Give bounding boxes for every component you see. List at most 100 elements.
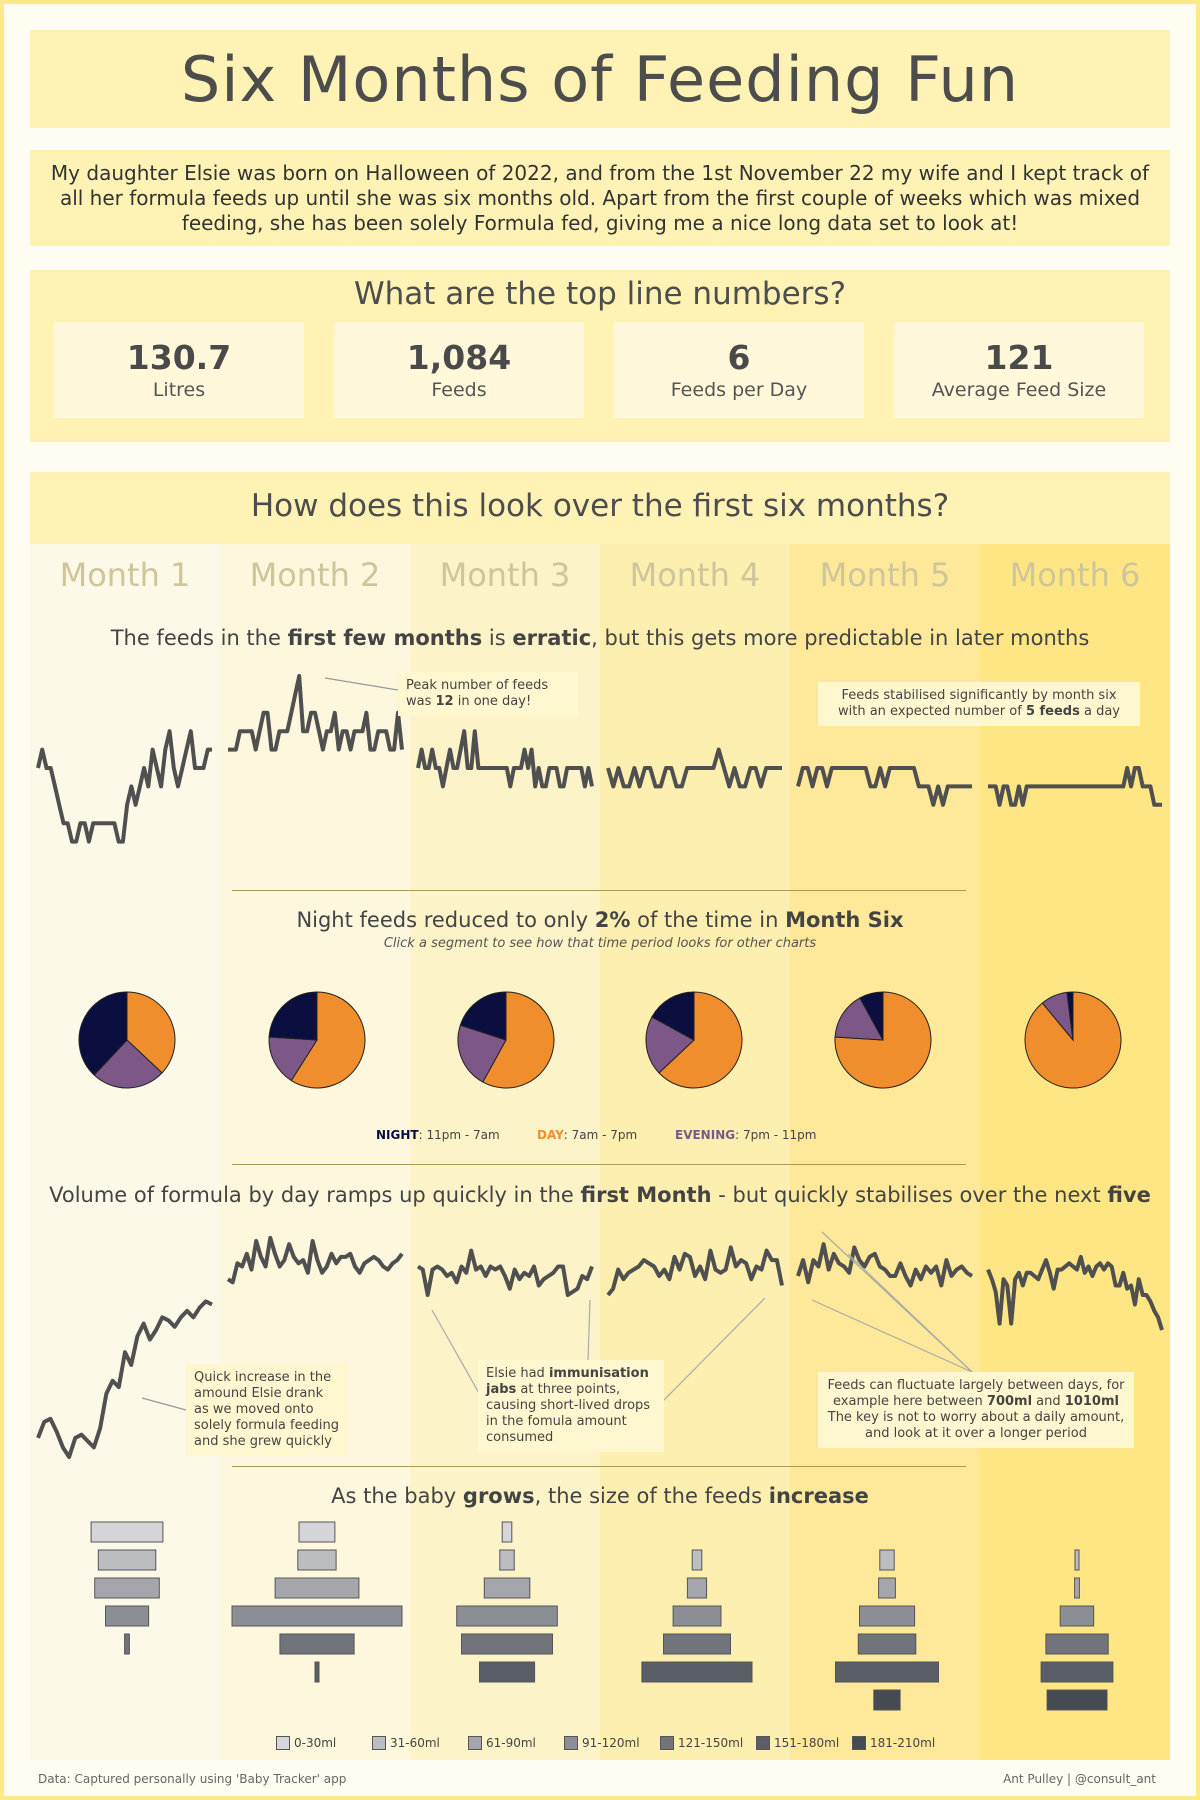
month-label: Month 5 xyxy=(819,556,951,594)
size-legend-item[interactable]: 151-180ml xyxy=(756,1736,839,1750)
pie-slice[interactable] xyxy=(78,991,128,1076)
size-legend-item[interactable]: 31-60ml xyxy=(372,1736,440,1750)
kpi-feeds-per-day[interactable]: 6 Feeds per Day xyxy=(614,322,864,418)
feed-size-bar xyxy=(1074,1549,1080,1571)
daily-volume-line xyxy=(796,1242,974,1288)
feed-size-bar xyxy=(1046,1689,1108,1711)
kpi-feeds[interactable]: 1,084 Feeds xyxy=(334,322,584,418)
feed-size-bar xyxy=(124,1633,130,1655)
feed-size-bar xyxy=(859,1605,916,1627)
feed-size-bar xyxy=(1040,1661,1114,1683)
annotation-stabilised: Feeds stabilised significantly by month … xyxy=(818,682,1140,726)
legend-swatch xyxy=(276,1736,290,1750)
annotation-connector xyxy=(431,1309,485,1403)
kpi-value: 6 xyxy=(727,338,751,377)
feeds-per-day-line xyxy=(796,766,972,807)
daily-volume-line xyxy=(606,1245,784,1297)
pie-slice[interactable] xyxy=(268,1036,318,1082)
pie-slice[interactable] xyxy=(457,1024,507,1083)
legend-swatch xyxy=(372,1736,386,1750)
kpi-litres[interactable]: 130.7 Litres xyxy=(54,322,304,418)
pie-slice[interactable] xyxy=(93,1039,163,1089)
pie-slice[interactable] xyxy=(658,991,743,1089)
daily-volume-line xyxy=(226,1235,404,1285)
feed-size-bar xyxy=(97,1549,157,1571)
annotation-connector xyxy=(811,1299,973,1373)
size-legend-item[interactable]: 61-90ml xyxy=(468,1736,536,1750)
feed-size-bar xyxy=(499,1549,515,1571)
feed-size-bar xyxy=(314,1661,320,1683)
intro-text: My daughter Elsie was born on Halloween … xyxy=(30,150,1170,246)
daily-volume-line xyxy=(416,1248,594,1297)
section-divider xyxy=(232,1164,966,1165)
pie-slice[interactable] xyxy=(859,991,884,1041)
month-label: Month 3 xyxy=(439,556,571,594)
size-legend-item[interactable]: 0-30ml xyxy=(276,1736,336,1750)
pie-slice[interactable] xyxy=(126,991,176,1074)
feed-size-bar xyxy=(691,1549,703,1571)
feeds-per-day-line xyxy=(228,674,404,752)
annotation-connector xyxy=(141,1397,187,1411)
kpi-label: Feeds xyxy=(431,379,487,401)
feed-size-bar xyxy=(878,1577,896,1599)
pie-slice[interactable] xyxy=(645,1016,695,1074)
annotation-quick-increase: Quick increase in the amound Elsie drank… xyxy=(186,1364,348,1456)
feed-size-bar xyxy=(94,1577,160,1599)
size-legend-item[interactable]: 91-120ml xyxy=(564,1736,640,1750)
legend-swatch xyxy=(468,1736,482,1750)
volume-section-title: Volume of formula by day ramps up quickl… xyxy=(49,1183,1151,1207)
kpi-value: 1,084 xyxy=(406,338,512,377)
annotation-fluctuation: Feeds can fluctuate largely between days… xyxy=(818,1372,1134,1448)
pie-slice[interactable] xyxy=(1066,991,1074,1041)
annotation-connector xyxy=(324,677,399,691)
kpi-average-feed-size[interactable]: 121 Average Feed Size xyxy=(894,322,1144,418)
pie-slice[interactable] xyxy=(651,991,695,1041)
annotation-peak-feeds: Peak number of feeds was 12 in one day! xyxy=(398,672,578,716)
kpi-label: Average Feed Size xyxy=(931,379,1107,401)
legend-swatch xyxy=(756,1736,770,1750)
pie-slice[interactable] xyxy=(268,991,318,1041)
feeds-per-day-line xyxy=(606,747,782,789)
kpi-panel: What are the top line numbers? 130.7 Lit… xyxy=(30,270,1170,442)
feeds-section-title: The feeds in the first few months is err… xyxy=(110,626,1090,650)
feed-size-bar xyxy=(686,1577,708,1599)
feed-size-bar xyxy=(274,1577,360,1599)
pie-slice[interactable] xyxy=(290,991,366,1089)
pie-slice[interactable] xyxy=(834,997,884,1041)
feeds-per-day-line xyxy=(416,729,594,789)
pie-slice[interactable] xyxy=(459,991,507,1041)
size-section-title: As the baby grows, the size of the feeds… xyxy=(331,1484,869,1508)
kpi-heading: What are the top line numbers? xyxy=(353,276,847,312)
pie-legend-night[interactable]: NIGHT: 11pm - 7am xyxy=(376,1128,500,1142)
kpi-label: Feeds per Day xyxy=(670,379,808,401)
annotation-connector xyxy=(659,1297,766,1405)
section-divider xyxy=(232,890,966,891)
annotation-connector xyxy=(847,1253,973,1373)
monthly-heading: How does this look over the first six mo… xyxy=(250,488,950,524)
pie-legend-day[interactable]: DAY: 7am - 7pm xyxy=(537,1128,638,1142)
section-divider xyxy=(232,1466,966,1467)
feed-size-bar xyxy=(857,1633,917,1655)
size-legend-item[interactable]: 121-150ml xyxy=(660,1736,743,1750)
pie-legend-evening[interactable]: EVENING: 7pm - 11pm xyxy=(675,1128,817,1142)
size-legend-item[interactable]: 181-210ml xyxy=(852,1736,935,1750)
pie-slice[interactable] xyxy=(482,991,555,1089)
feeds-per-day-line xyxy=(988,766,1162,807)
month-label: Month 1 xyxy=(59,556,191,594)
feed-size-bar xyxy=(879,1549,895,1571)
daily-volume-line xyxy=(986,1254,1164,1331)
legend-swatch xyxy=(852,1736,866,1750)
feed-size-bar xyxy=(1074,1577,1080,1599)
feed-size-bar xyxy=(835,1661,939,1683)
feed-size-bar xyxy=(297,1549,337,1571)
night-section-title: Night feeds reduced to only 2% of the ti… xyxy=(296,908,904,932)
monthly-heading-band: How does this look over the first six mo… xyxy=(30,472,1170,544)
feed-size-bar xyxy=(231,1605,403,1627)
feed-size-bar xyxy=(90,1521,164,1543)
feed-size-bar xyxy=(456,1605,558,1627)
feed-size-bar xyxy=(873,1689,901,1711)
feed-size-bar xyxy=(663,1633,731,1655)
kpi-value: 121 xyxy=(984,338,1054,377)
kpi-label: Litres xyxy=(152,379,206,401)
